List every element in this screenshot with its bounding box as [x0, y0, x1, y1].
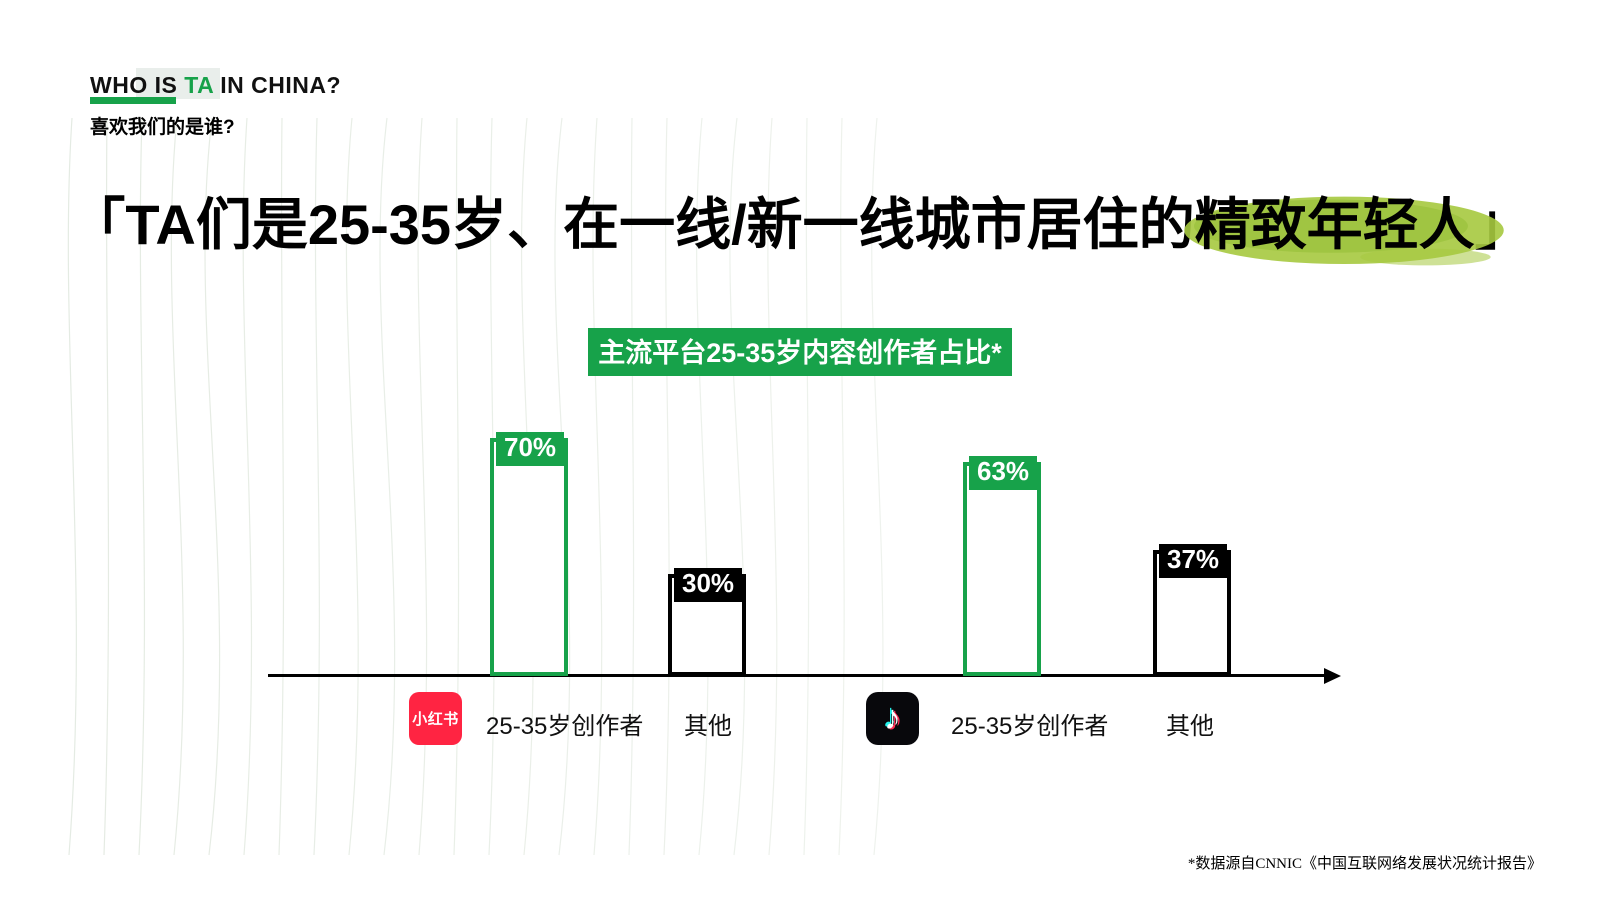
title-highlight-box: [136, 68, 220, 99]
page-title: WHO IS TA IN CHINA?: [90, 72, 341, 99]
bar-douyin-other: 37%: [1153, 544, 1231, 676]
headline-before: 「TA们是25-35岁、在一线/新一线城市居住的: [69, 193, 1195, 256]
chart-title: 主流平台25-35岁内容创作者占比*: [588, 328, 1012, 376]
x-axis: [268, 674, 1326, 677]
category-label: 其他: [1166, 713, 1214, 740]
category-label: 其他: [684, 713, 732, 740]
headline-highlight-text: 精致年轻人: [1194, 193, 1475, 256]
category-label: 25-35岁创作者: [951, 713, 1109, 740]
music-note-icon: ♪: [882, 697, 899, 735]
bar-xiaohongshu-creators: 70%: [490, 432, 568, 676]
bar-douyin-creators: 63%: [963, 456, 1041, 676]
page-subtitle: 喜欢我们的是谁?: [90, 117, 235, 138]
title-post: IN CHINA?: [213, 72, 342, 98]
title-pre: WHO IS: [90, 72, 185, 98]
xiaohongshu-logo-icon: 小红书: [409, 692, 462, 745]
bar-value-label: 70%: [496, 432, 565, 466]
bar-xiaohongshu-other: 30%: [668, 568, 746, 676]
source-note: *数据源自CNNIC《中国互联网络发展状况统计报告》: [1187, 856, 1542, 872]
music-note-icon: ♪: [886, 700, 903, 738]
brush-highlight-icon: [1183, 196, 1504, 266]
bar-value-label: 30%: [674, 568, 743, 602]
category-label: 25-35岁创作者: [486, 713, 644, 740]
title-ta: TA: [184, 72, 214, 98]
title-green-underline: [90, 97, 176, 104]
bar-value-label: 37%: [1159, 544, 1228, 578]
chart-title-wrap: 主流平台25-35岁内容创作者占比*: [0, 328, 1600, 376]
bar-value-label: 63%: [969, 456, 1038, 490]
headline: 「TA们是25-35岁、在一线/新一线城市居住的 精致年轻人」: [0, 180, 1600, 266]
douyin-logo-icon: ♪ ♪ ♪: [866, 692, 919, 745]
music-note-icon: ♪: [884, 699, 901, 737]
x-axis-arrow-icon: [1324, 668, 1341, 684]
headline-highlight: 精致年轻人: [1183, 180, 1504, 266]
